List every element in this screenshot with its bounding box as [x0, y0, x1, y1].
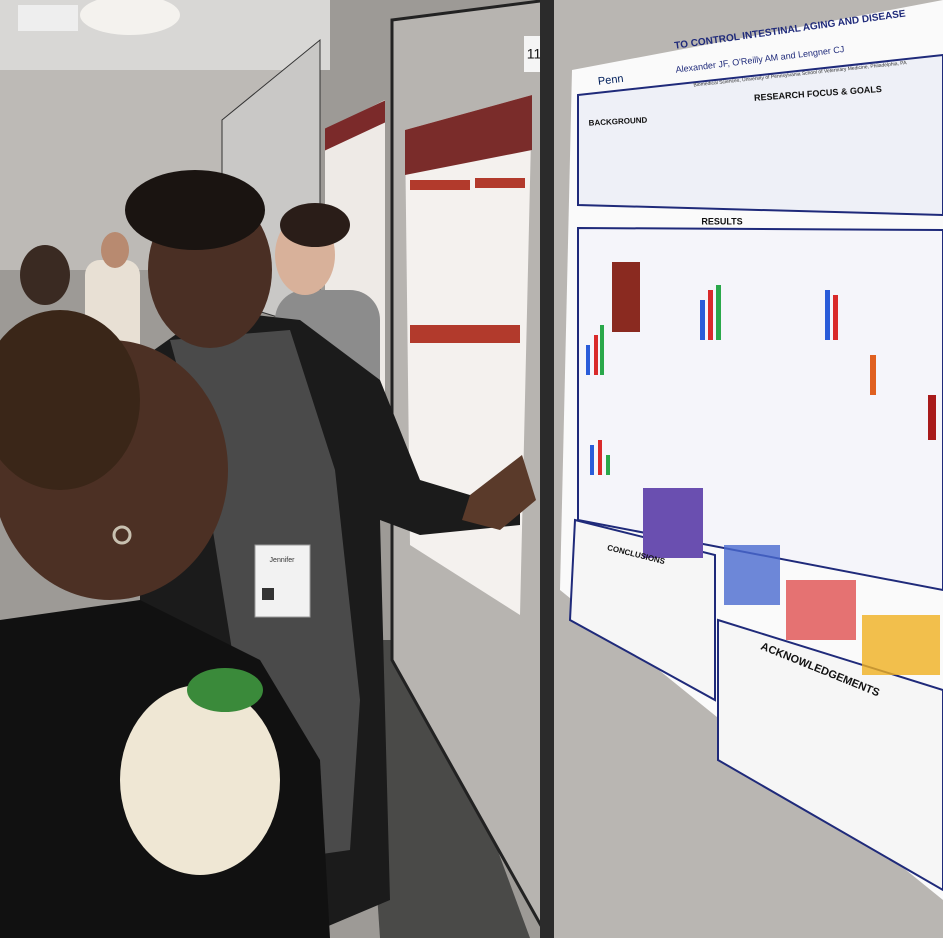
shape	[700, 300, 705, 340]
shape	[716, 285, 721, 340]
shape	[870, 355, 876, 395]
section-header: BACKGROUND	[588, 116, 647, 128]
middle-poster-title	[405, 95, 532, 175]
middle-header	[475, 178, 525, 188]
listener-hair	[0, 310, 140, 490]
person-grey-hair	[280, 203, 350, 247]
shape	[590, 445, 594, 475]
shape	[708, 290, 713, 340]
person-bg	[20, 245, 70, 305]
board-number: 11	[527, 46, 542, 62]
listener-print	[120, 685, 280, 875]
listener-print-leaf	[187, 668, 263, 712]
shape	[825, 290, 830, 340]
name-badge	[254, 544, 311, 618]
poster-heatmap	[643, 488, 703, 558]
poster-logo: Penn	[597, 73, 624, 88]
carpet	[360, 640, 530, 938]
poster-table	[862, 615, 940, 675]
shape	[928, 395, 936, 440]
shape	[606, 455, 610, 475]
shape	[594, 335, 598, 375]
shape	[586, 345, 590, 375]
poster-figure	[612, 262, 640, 332]
projector	[18, 5, 78, 31]
presenter-hand	[462, 455, 536, 530]
panel-post	[540, 0, 554, 938]
section-header: RESULTS	[701, 216, 742, 226]
poster-goals-box	[577, 53, 943, 217]
poster-bars	[586, 285, 936, 475]
poster-table	[786, 580, 856, 640]
middle-poster	[405, 95, 532, 615]
poster-table	[724, 545, 780, 605]
badge-name: Jennifer	[270, 557, 296, 564]
shape	[833, 295, 838, 340]
chandelier	[80, 0, 180, 35]
earring	[112, 525, 132, 545]
shape	[598, 440, 602, 475]
middle-header	[410, 325, 520, 343]
person-bg	[101, 232, 129, 268]
middle-header	[410, 180, 470, 190]
presenter-hair	[125, 170, 265, 250]
shape	[600, 325, 604, 375]
far-poster-header	[325, 100, 385, 151]
badge-qr	[262, 588, 274, 600]
board-number-card	[524, 36, 544, 72]
